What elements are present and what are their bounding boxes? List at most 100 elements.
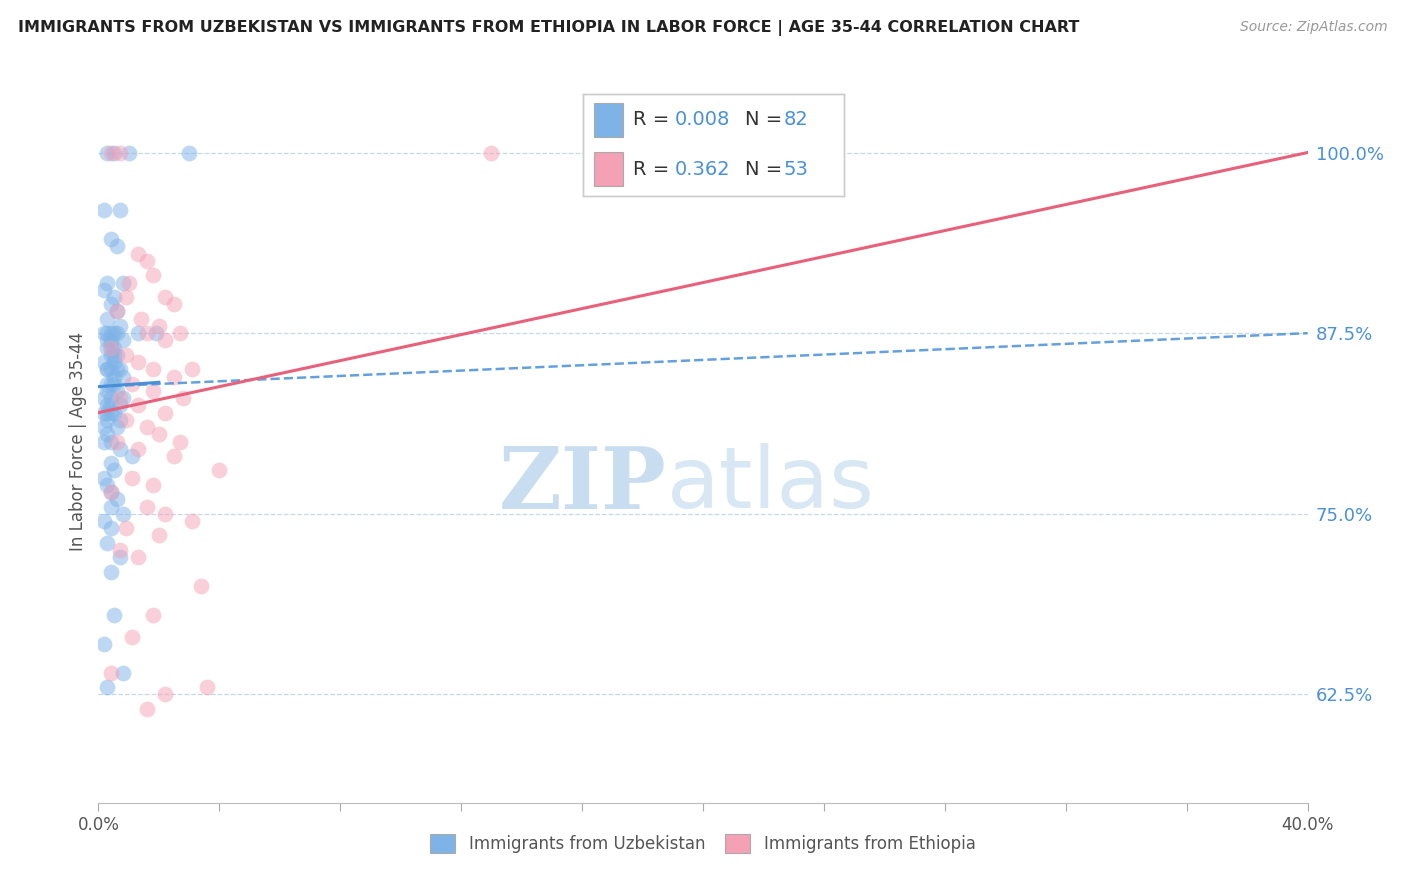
Point bbox=[96, 362, 118, 376]
Y-axis label: In Labor Force | Age 35-44: In Labor Force | Age 35-44 bbox=[69, 332, 87, 551]
Point bbox=[111, 369, 134, 384]
Point bbox=[121, 449, 143, 463]
Point bbox=[142, 362, 165, 376]
Point bbox=[481, 145, 503, 160]
Point bbox=[93, 434, 115, 449]
Point bbox=[100, 232, 122, 246]
Point bbox=[135, 326, 157, 341]
Point bbox=[96, 276, 118, 290]
Point bbox=[96, 399, 118, 413]
Text: Source: ZipAtlas.com: Source: ZipAtlas.com bbox=[1240, 20, 1388, 34]
Point bbox=[190, 579, 212, 593]
Point bbox=[118, 276, 141, 290]
Point bbox=[127, 442, 149, 456]
Point bbox=[114, 521, 136, 535]
Point bbox=[105, 239, 128, 253]
Point bbox=[103, 145, 125, 160]
Point bbox=[145, 326, 167, 341]
Point bbox=[108, 391, 131, 405]
Point bbox=[93, 406, 115, 420]
Text: N =: N = bbox=[745, 111, 789, 129]
Point bbox=[179, 145, 201, 160]
Point bbox=[96, 478, 118, 492]
Point bbox=[105, 304, 128, 318]
Point bbox=[108, 442, 131, 456]
Point bbox=[142, 607, 165, 622]
Point bbox=[111, 391, 134, 405]
Text: atlas: atlas bbox=[666, 443, 875, 526]
Point bbox=[114, 348, 136, 362]
Point bbox=[153, 334, 176, 348]
Point bbox=[96, 384, 118, 398]
Point bbox=[153, 290, 176, 304]
Point bbox=[108, 550, 131, 565]
Point bbox=[96, 362, 118, 376]
Text: 0.362: 0.362 bbox=[675, 160, 730, 178]
Point bbox=[163, 449, 186, 463]
Point bbox=[142, 268, 165, 283]
Point bbox=[93, 391, 115, 405]
Point bbox=[108, 203, 131, 218]
Point bbox=[103, 376, 125, 391]
Point bbox=[100, 500, 122, 514]
Bar bbox=[593, 153, 623, 186]
Point bbox=[195, 680, 218, 694]
Point bbox=[93, 326, 115, 341]
Point bbox=[111, 507, 134, 521]
Point bbox=[153, 688, 176, 702]
Point bbox=[103, 406, 125, 420]
Point bbox=[96, 535, 118, 549]
Point bbox=[96, 334, 118, 348]
Point bbox=[105, 326, 128, 341]
Point bbox=[96, 680, 118, 694]
Point bbox=[105, 384, 128, 398]
Text: N =: N = bbox=[745, 160, 789, 178]
Point bbox=[121, 376, 143, 391]
Point bbox=[100, 334, 122, 348]
Point bbox=[96, 145, 118, 160]
Point bbox=[103, 369, 125, 384]
Point bbox=[93, 514, 115, 528]
Point bbox=[135, 702, 157, 716]
Point bbox=[118, 145, 141, 160]
Point bbox=[93, 420, 115, 434]
Point bbox=[105, 362, 128, 376]
Point bbox=[169, 326, 191, 341]
Point bbox=[127, 355, 149, 369]
Point bbox=[181, 362, 204, 376]
Text: ZIP: ZIP bbox=[499, 443, 666, 527]
Text: 82: 82 bbox=[783, 111, 808, 129]
Point bbox=[135, 253, 157, 268]
Point bbox=[100, 145, 122, 160]
Point bbox=[100, 485, 122, 500]
Point bbox=[153, 507, 176, 521]
Point bbox=[148, 528, 170, 542]
Point bbox=[100, 565, 122, 579]
Point bbox=[96, 326, 118, 341]
Point bbox=[100, 376, 122, 391]
Point bbox=[114, 413, 136, 427]
Point bbox=[127, 550, 149, 565]
Point bbox=[96, 406, 118, 420]
Point bbox=[181, 514, 204, 528]
Point bbox=[135, 500, 157, 514]
Point bbox=[127, 326, 149, 341]
Point bbox=[100, 326, 122, 341]
Point bbox=[121, 471, 143, 485]
Point bbox=[100, 434, 122, 449]
Point bbox=[163, 297, 186, 311]
Bar bbox=[593, 103, 623, 136]
Point bbox=[163, 369, 186, 384]
Point bbox=[100, 341, 122, 355]
Point bbox=[105, 434, 128, 449]
Text: IMMIGRANTS FROM UZBEKISTAN VS IMMIGRANTS FROM ETHIOPIA IN LABOR FORCE | AGE 35-4: IMMIGRANTS FROM UZBEKISTAN VS IMMIGRANTS… bbox=[18, 20, 1080, 36]
Point bbox=[103, 290, 125, 304]
Point bbox=[103, 355, 125, 369]
Point bbox=[105, 492, 128, 507]
Point bbox=[105, 420, 128, 434]
Point bbox=[108, 362, 131, 376]
Text: 53: 53 bbox=[783, 160, 808, 178]
Point bbox=[93, 203, 115, 218]
Point bbox=[135, 420, 157, 434]
Point bbox=[153, 406, 176, 420]
